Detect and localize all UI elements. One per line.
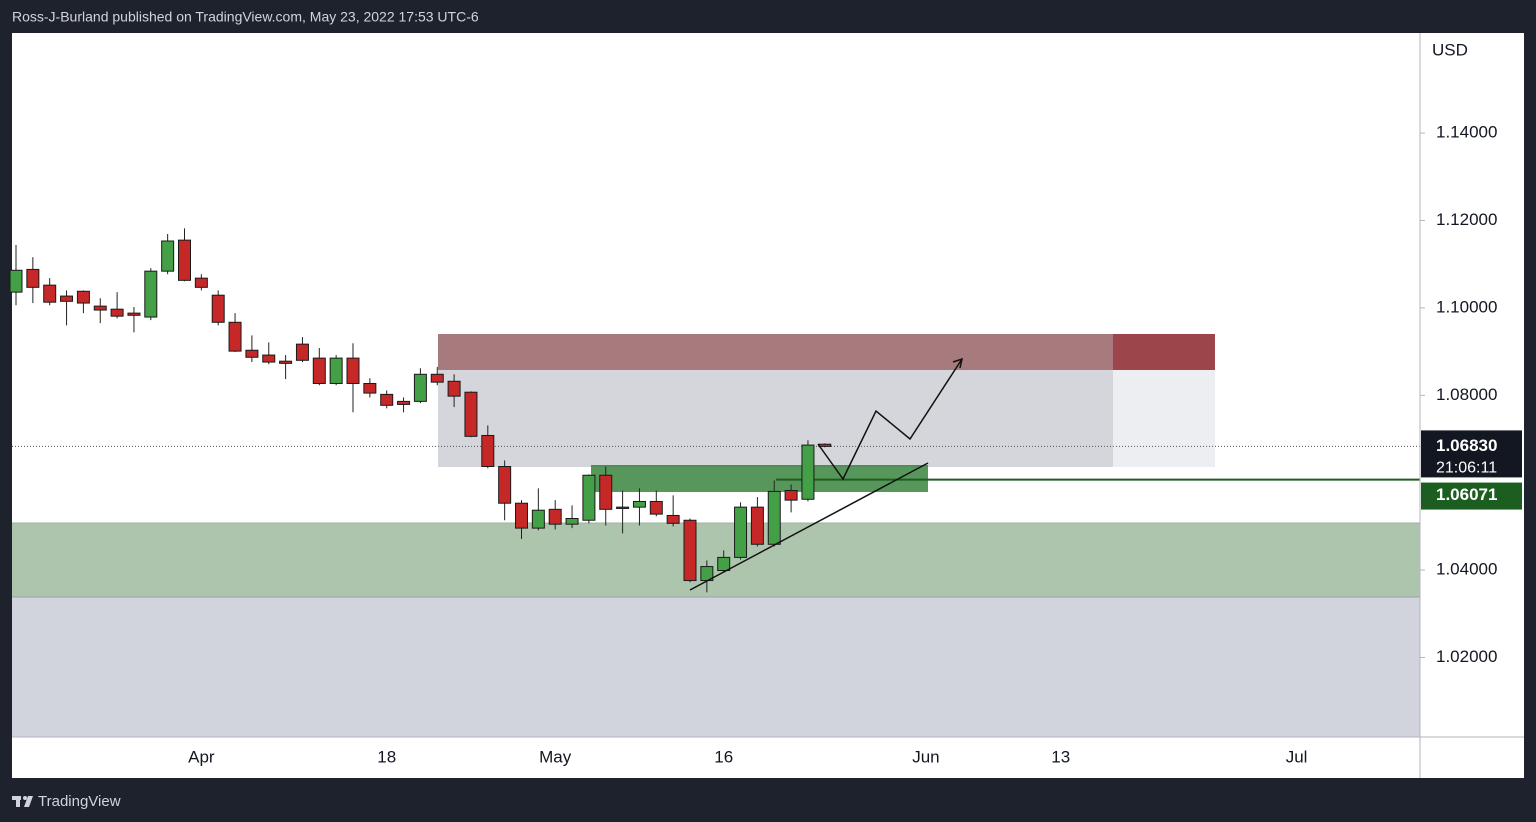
candle-body: [750, 506, 764, 545]
lower-zone: [12, 597, 1420, 737]
currency-label: USD: [1432, 40, 1468, 59]
brand: TradingView: [38, 793, 121, 810]
candle-body: [312, 357, 326, 384]
candle-body: [649, 500, 663, 515]
candle-body: [498, 465, 512, 504]
candle-body: [127, 312, 141, 316]
y-tick-label: 1.02000: [1436, 647, 1497, 666]
candle-body: [413, 373, 427, 402]
candle-body: [144, 270, 158, 318]
y-tick-label: 1.10000: [1436, 297, 1497, 316]
candle-body: [481, 434, 495, 467]
candle-body: [666, 514, 680, 524]
candle-body: [784, 490, 798, 501]
x-tick-label: 13: [1051, 747, 1070, 766]
price-label-box: [1421, 430, 1522, 478]
x-tick-label: Jun: [912, 747, 939, 766]
candle-body: [582, 474, 596, 521]
y-tick-label: 1.04000: [1436, 560, 1497, 579]
candle-body: [295, 343, 309, 361]
candle-body: [43, 284, 57, 303]
candle-body: [76, 290, 90, 304]
candle-body: [801, 444, 815, 500]
resistance-zone: [438, 334, 1113, 370]
candle-body: [279, 360, 293, 364]
candle-body: [329, 357, 343, 384]
y-tick-label: 1.14000: [1436, 123, 1497, 142]
candle-body: [683, 519, 697, 582]
y-tick-label: 1.08000: [1436, 385, 1497, 404]
candle-body: [363, 382, 377, 394]
candle-body: [447, 380, 461, 397]
publish-info: Ross-J-Burland published on TradingView.…: [12, 9, 479, 25]
logo-part: [23, 796, 27, 800]
countdown: 21:06:11: [1436, 460, 1497, 477]
candle-body: [548, 508, 562, 525]
logo-part: [16, 796, 20, 807]
support-box: [591, 465, 928, 492]
x-tick-label: May: [539, 747, 572, 766]
candle-body: [767, 490, 781, 545]
trendline: [689, 462, 929, 591]
candle-body: [245, 349, 259, 358]
candle-body: [194, 277, 208, 288]
price-label: 1.06071: [1436, 485, 1497, 504]
projection-path: [817, 358, 963, 481]
price-label-box: [1421, 482, 1522, 510]
demand-zone: [12, 523, 1420, 597]
candle-body: [380, 393, 394, 406]
candle-body: [599, 474, 613, 510]
candle-body: [397, 400, 411, 405]
candle-body: [228, 321, 242, 352]
candle-body: [346, 357, 360, 384]
candle-body: [717, 556, 731, 572]
y-tick-label: 1.12000: [1436, 210, 1497, 229]
candle-body: [26, 268, 40, 288]
candle-body: [515, 502, 528, 529]
x-tick-label: Jul: [1286, 747, 1308, 766]
candle-body: [211, 294, 225, 323]
candle-body: [161, 240, 175, 272]
logo-part: [24, 796, 33, 807]
candle-body: [531, 509, 545, 529]
candle-body: [262, 354, 276, 363]
candle-body: [93, 305, 107, 311]
arrow-head: [952, 357, 964, 369]
candle-body: [60, 295, 74, 302]
candle-body: [734, 506, 748, 558]
candle-body: [565, 518, 579, 525]
candle-body: [464, 391, 478, 437]
candle-body: [632, 500, 646, 508]
candle-body: [178, 239, 191, 281]
candle-body: [818, 443, 832, 447]
logo: [12, 796, 33, 807]
candle-body: [9, 269, 23, 293]
candle-body: [616, 506, 630, 509]
candle-body: [430, 373, 444, 383]
candle-body: [110, 308, 124, 317]
price-label: 1.06830: [1436, 436, 1497, 455]
x-tick-label: 16: [714, 747, 733, 766]
x-tick-label: 18: [377, 747, 396, 766]
x-tick-label: Apr: [188, 747, 215, 766]
